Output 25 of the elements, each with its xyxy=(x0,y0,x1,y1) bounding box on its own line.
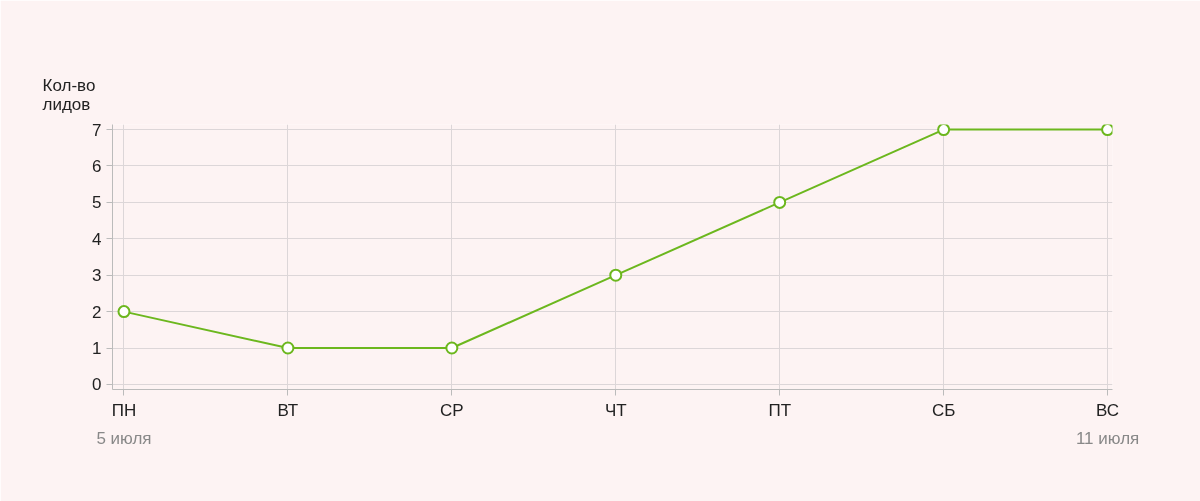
y-tick-label: 7 xyxy=(92,120,102,140)
y-axis-title: Кол-во лидов xyxy=(42,75,96,114)
y-tick-label: 5 xyxy=(92,193,102,213)
x-tick-label: ПН xyxy=(111,400,137,420)
point xyxy=(445,341,459,355)
y-tick-label: 3 xyxy=(92,266,102,286)
text: 11 июля xyxy=(1075,428,1140,448)
point xyxy=(609,268,623,282)
x-tick-label: ПТ xyxy=(768,400,792,420)
x-tick-label: СБ xyxy=(931,400,956,420)
y-tick-label: 6 xyxy=(92,157,102,176)
point xyxy=(281,341,295,355)
y-tick-label: 0 xyxy=(92,375,102,395)
y-tick-label: 1 xyxy=(92,339,102,358)
y-tick-label: 2 xyxy=(92,302,102,322)
text: 5 июля xyxy=(96,428,152,448)
x-tick-label: ВС xyxy=(1096,400,1120,420)
point xyxy=(937,124,951,137)
x-tick-label: ЧТ xyxy=(604,400,627,420)
point xyxy=(773,195,787,209)
point xyxy=(1101,124,1113,137)
y-tick-label: 4 xyxy=(92,229,102,249)
point xyxy=(117,305,131,319)
x-tick-label: СР xyxy=(440,400,464,420)
x-tick-label: ВТ xyxy=(277,400,299,420)
